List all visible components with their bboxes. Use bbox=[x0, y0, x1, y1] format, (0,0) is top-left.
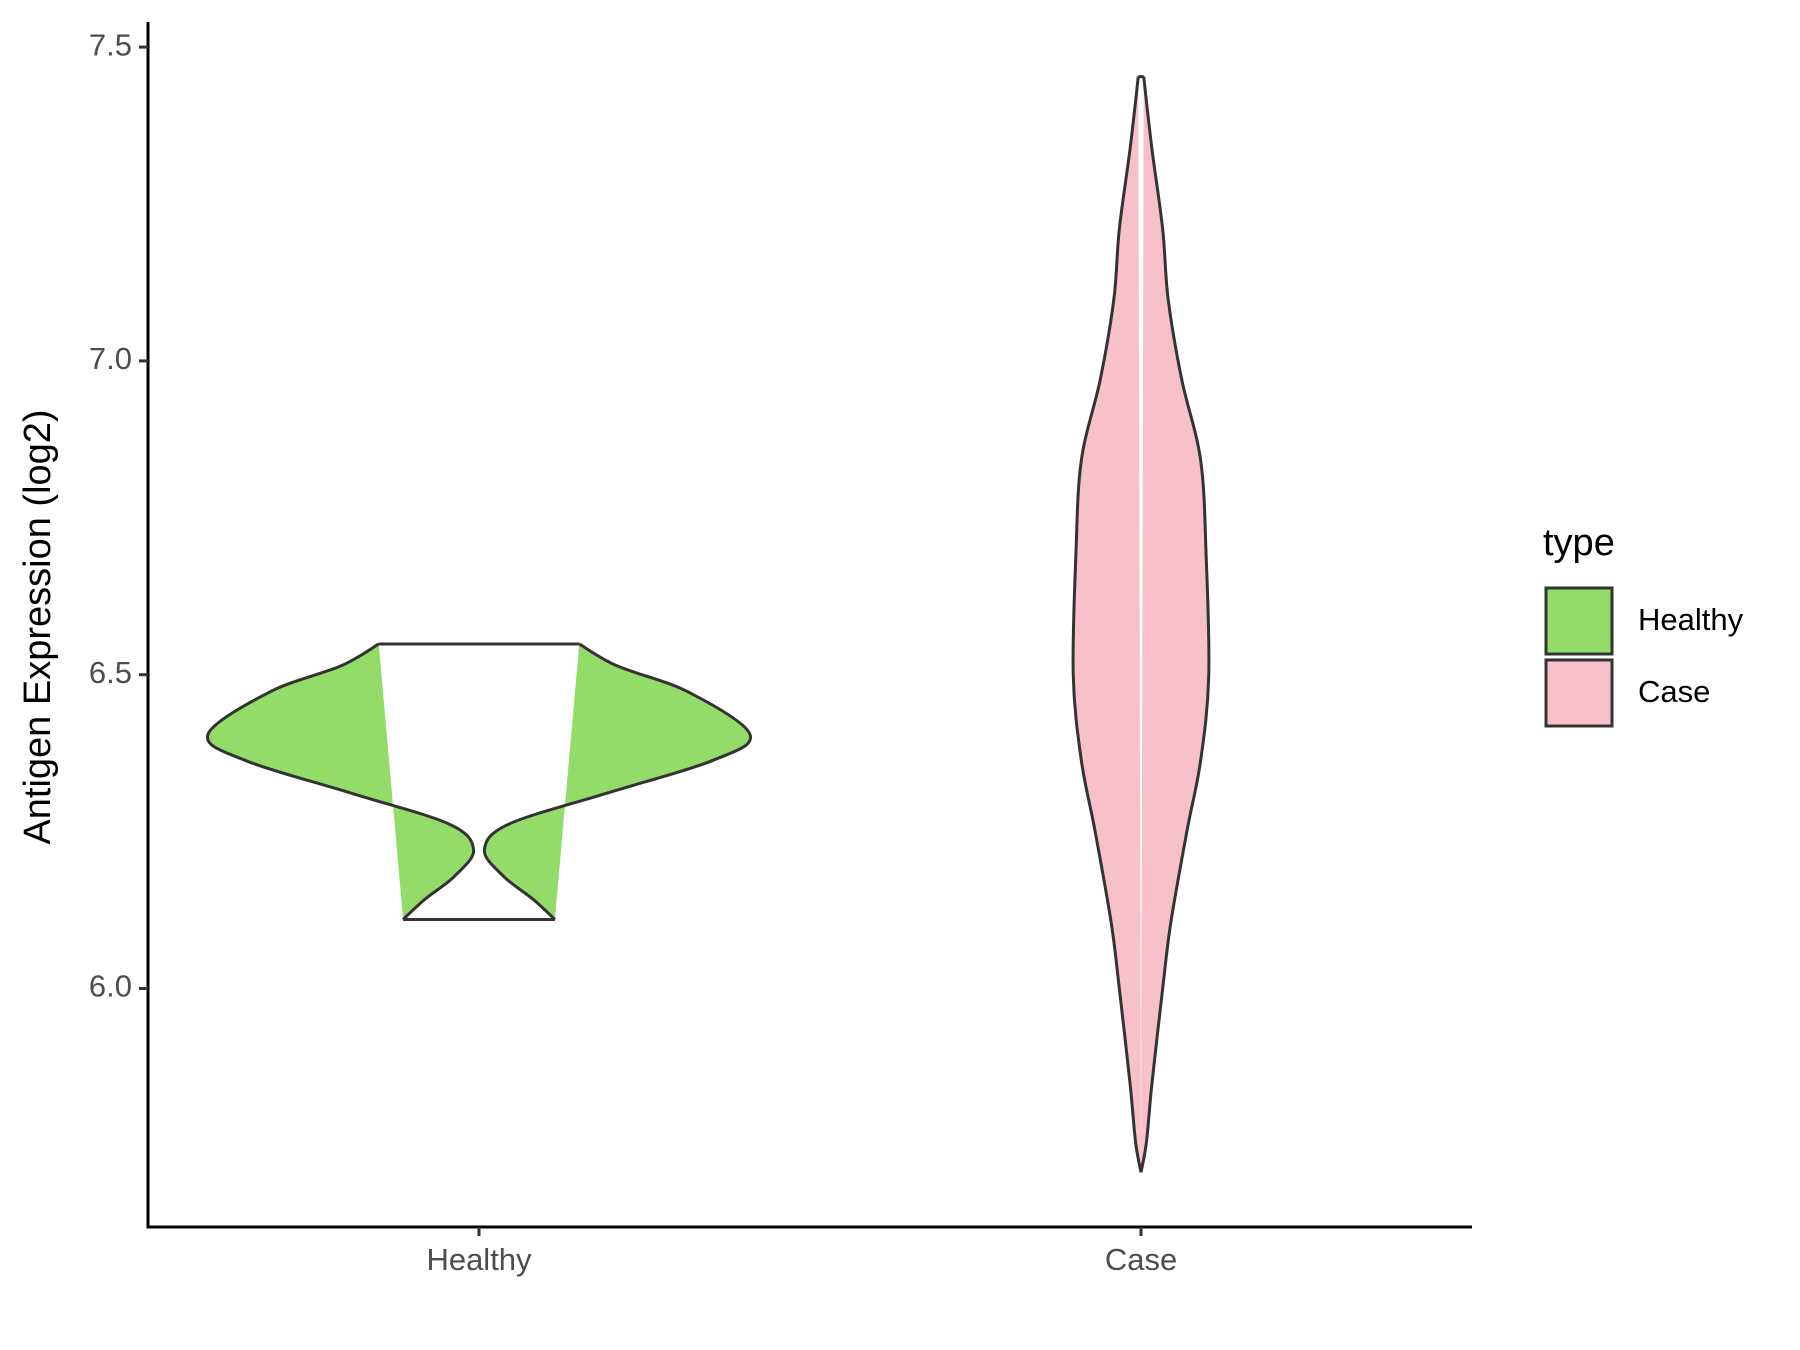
x-tick-label: Healthy bbox=[426, 1242, 532, 1277]
legend-label: Case bbox=[1638, 674, 1710, 709]
y-axis-title: Antigen Expression (log2) bbox=[17, 409, 59, 844]
y-tick-label: 7.0 bbox=[89, 341, 132, 376]
y-tick-label: 6.5 bbox=[89, 655, 132, 690]
legend-label: Healthy bbox=[1638, 602, 1744, 637]
violin-half bbox=[1071, 76, 1143, 1173]
legend-title: type bbox=[1543, 522, 1615, 564]
violin-half bbox=[205, 642, 476, 921]
legend-key bbox=[1544, 586, 1614, 656]
y-tick-label: 7.5 bbox=[89, 27, 132, 62]
y-tick-label: 6.0 bbox=[89, 969, 132, 1004]
violin-half bbox=[1139, 76, 1211, 1173]
violin-half bbox=[482, 642, 753, 921]
x-tick-label: Case bbox=[1105, 1242, 1177, 1277]
legend-key bbox=[1544, 658, 1614, 728]
